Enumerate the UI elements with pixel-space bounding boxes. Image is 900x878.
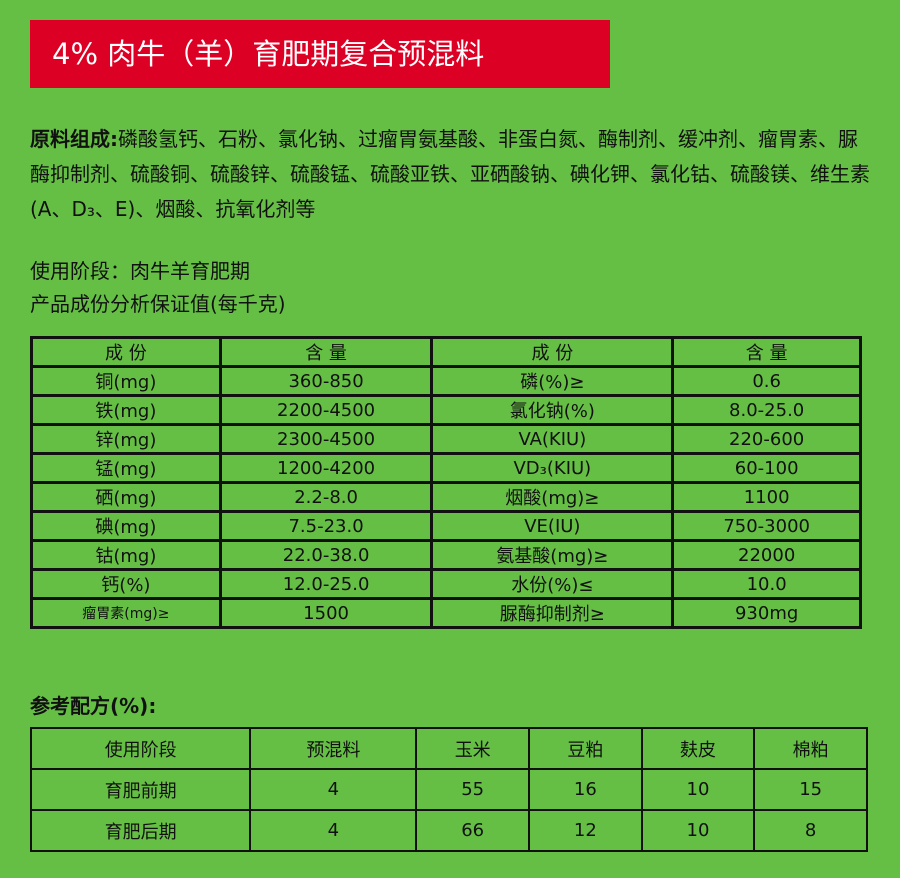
header-cell: 玉米 — [415, 727, 531, 770]
header-cell: 使用阶段 — [29, 727, 252, 770]
table-cell: VE(IU) — [430, 510, 675, 542]
formula-table: 使用阶段 预混料 玉米 豆粕 麸皮 棉粕 育肥前期 4 55 16 10 15 育肥后期 4 66 12 10 8 — [29, 727, 868, 852]
table-cell: 16 — [528, 768, 643, 811]
table-row: 育肥后期 4 66 12 10 8 — [29, 809, 868, 852]
table-cell: 12.0-25.0 — [218, 568, 434, 600]
ingredients-label: 原料组成: — [30, 127, 118, 151]
header-cell: 成 份 — [30, 336, 222, 368]
table-row: 育肥前期 4 55 16 10 15 — [29, 768, 868, 811]
table-cell: 55 — [415, 768, 531, 811]
table-cell: 930mg — [671, 597, 862, 629]
ingredients-text: 磷酸氢钙、石粉、氯化钠、过瘤胃氨基酸、非蛋白氮、酶制剂、缓冲剂、瘤胃素、脲 酶抑… — [30, 127, 870, 221]
table-cell: 4 — [249, 768, 418, 811]
table-cell: 1100 — [671, 481, 862, 513]
table-cell: 育肥后期 — [29, 809, 252, 852]
table-cell: 60-100 — [671, 452, 862, 484]
usage-stage: 使用阶段：肉牛羊育肥期 — [30, 259, 250, 283]
header-cell: 成 份 — [430, 336, 675, 368]
table-cell: 0.6 — [671, 365, 862, 397]
table-cell: 铜(mg) — [30, 365, 222, 397]
table-header-row: 使用阶段 预混料 玉米 豆粕 麸皮 棉粕 — [29, 727, 868, 770]
table-cell: 碘(mg) — [30, 510, 222, 542]
table-cell: 磷(%)≥ — [430, 365, 675, 397]
table-row: 钴(mg) 22.0-38.0 氨基酸(mg)≥ 22000 — [30, 539, 862, 571]
table-cell: 360-850 — [218, 365, 434, 397]
table-cell: VA(KIU) — [430, 423, 675, 455]
table-row: 硒(mg) 2.2-8.0 烟酸(mg)≥ 1100 — [30, 481, 862, 513]
table-cell: 15 — [753, 768, 868, 811]
table-row: 锌(mg) 2300-4500 VA(KIU) 220-600 — [30, 423, 862, 455]
table-cell: 7.5-23.0 — [218, 510, 434, 542]
table-row: 铁(mg) 2200-4500 氯化钠(%) 8.0-25.0 — [30, 394, 862, 426]
table-row: 碘(mg) 7.5-23.0 VE(IU) 750-3000 — [30, 510, 862, 542]
table-cell: 12 — [528, 809, 643, 852]
table-cell: 10.0 — [671, 568, 862, 600]
table-cell: 8.0-25.0 — [671, 394, 862, 426]
table-cell: 钴(mg) — [30, 539, 222, 571]
table-cell: 750-3000 — [671, 510, 862, 542]
table-cell: 2.2-8.0 — [218, 481, 434, 513]
header-cell: 棉粕 — [753, 727, 868, 770]
table-row: 铜(mg) 360-850 磷(%)≥ 0.6 — [30, 365, 862, 397]
analysis-table: 成 份含 量成 份含 量铜(mg) 360-850 磷(%)≥ 0.6 铁(mg) 220… — [30, 336, 862, 629]
ingredients-paragraph: 原料组成:磷酸氢钙、石粉、氯化钠、过瘤胃氨基酸、非蛋白氮、酶制剂、缓冲剂、瘤胃素… — [30, 122, 880, 227]
table-cell: 22.0-38.0 — [218, 539, 434, 571]
header-cell: 预混料 — [249, 727, 418, 770]
product-title-banner: 4% 肉牛（羊）育肥期复合预混料 — [30, 20, 610, 88]
table-row: 瘤胃素(mg)≥ 1500 脲酶抑制剂≥ 930mg — [30, 597, 862, 629]
table-cell: 锰(mg) — [30, 452, 222, 484]
table-cell: 育肥前期 — [29, 768, 252, 811]
table-cell: 4 — [249, 809, 418, 852]
table-cell: 1200-4200 — [218, 452, 434, 484]
table-cell: 钙(%) — [30, 568, 222, 600]
table-cell: 氨基酸(mg)≥ — [430, 539, 675, 571]
table-cell: 瘤胃素(mg)≥ — [30, 597, 222, 629]
analysis-title: 产品成份分析保证值(每千克) — [30, 292, 286, 316]
table-header-row: 成 份含 量成 份含 量 — [30, 336, 862, 368]
table-cell: 2200-4500 — [218, 394, 434, 426]
table-cell: 锌(mg) — [30, 423, 222, 455]
table-cell: 10 — [640, 809, 756, 852]
table-cell: 10 — [640, 768, 756, 811]
table-row: 锰(mg) 1200-4200 VD₃(KIU) 60-100 — [30, 452, 862, 484]
header-cell: 麸皮 — [640, 727, 756, 770]
header-cell: 豆粕 — [528, 727, 643, 770]
table-cell: 铁(mg) — [30, 394, 222, 426]
table-cell: 氯化钠(%) — [430, 394, 675, 426]
header-cell: 含 量 — [671, 336, 862, 368]
header-cell: 含 量 — [218, 336, 434, 368]
table-cell: 66 — [415, 809, 531, 852]
table-cell: 1500 — [218, 597, 434, 629]
table-cell: 22000 — [671, 539, 862, 571]
table-cell: 220-600 — [671, 423, 862, 455]
table-cell: 烟酸(mg)≥ — [430, 481, 675, 513]
formula-title: 参考配方(%): — [30, 694, 157, 718]
table-cell: VD₃(KIU) — [430, 452, 675, 484]
table-cell: 脲酶抑制剂≥ — [430, 597, 675, 629]
table-cell: 2300-4500 — [218, 423, 434, 455]
table-cell: 8 — [753, 809, 868, 852]
table-row: 钙(%) 12.0-25.0 水份(%)≤ 10.0 — [30, 568, 862, 600]
table-cell: 硒(mg) — [30, 481, 222, 513]
table-cell: 水份(%)≤ — [430, 568, 675, 600]
product-title: 4% 肉牛（羊）育肥期复合预混料 — [52, 37, 485, 71]
